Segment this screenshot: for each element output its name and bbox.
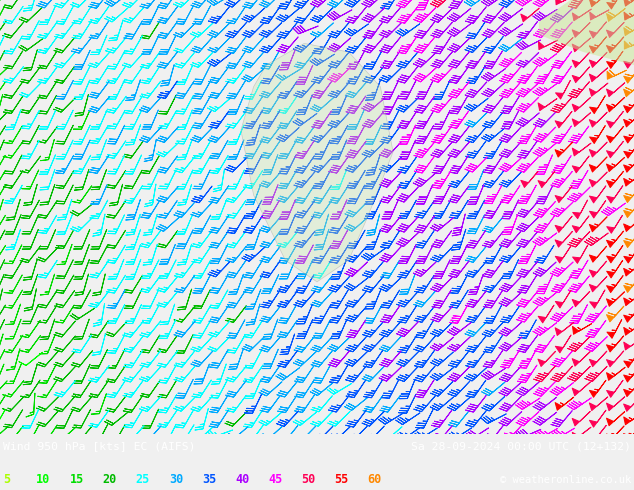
Text: 45: 45 [268,473,283,487]
Text: 40: 40 [235,473,249,487]
Polygon shape [539,0,634,65]
Text: 30: 30 [169,473,183,487]
Text: 5: 5 [3,473,10,487]
Text: 20: 20 [103,473,117,487]
Text: 15: 15 [70,473,84,487]
Text: Wind 950 hPa [kts] EC (AIFS): Wind 950 hPa [kts] EC (AIFS) [3,441,196,451]
Text: 55: 55 [335,473,349,487]
Text: 25: 25 [136,473,150,487]
Text: 35: 35 [202,473,216,487]
Text: 60: 60 [368,473,382,487]
Text: 10: 10 [36,473,51,487]
Text: 50: 50 [301,473,316,487]
Text: © weatheronline.co.uk: © weatheronline.co.uk [500,475,631,485]
Text: Sa 28-09-2024 00:00 UTC (12+132): Sa 28-09-2024 00:00 UTC (12+132) [411,441,631,451]
Polygon shape [241,44,393,282]
